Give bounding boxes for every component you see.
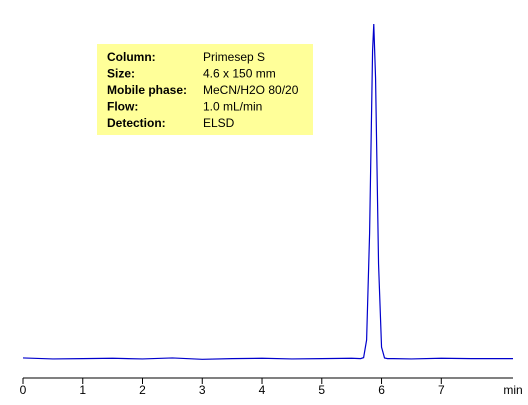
x-tick-label: 4: [259, 383, 266, 397]
signal-line: [22, 23, 513, 360]
info-value: ELSD: [203, 116, 235, 130]
x-axis-label: min: [503, 383, 522, 397]
x-tick-label: 7: [438, 383, 445, 397]
x-tick-label: 1: [79, 383, 86, 397]
info-label: Flow:: [107, 100, 138, 114]
x-tick-label: 2: [139, 383, 146, 397]
info-label: Mobile phase:: [107, 83, 187, 97]
info-value: 4.6 x 150 mm: [203, 67, 276, 81]
info-value: MeCN/H2O 80/20: [203, 83, 299, 97]
info-box: [97, 44, 313, 135]
x-tick-label: 3: [199, 383, 206, 397]
x-tick-label: 0: [20, 383, 27, 397]
info-label: Column:: [107, 50, 156, 64]
info-value: 1.0 mL/min: [203, 100, 262, 114]
x-tick-label: 6: [378, 383, 385, 397]
info-label: Size:: [107, 67, 135, 81]
x-tick-label: 5: [318, 383, 325, 397]
info-label: Detection:: [107, 116, 166, 130]
info-value: Primesep S: [203, 50, 265, 64]
